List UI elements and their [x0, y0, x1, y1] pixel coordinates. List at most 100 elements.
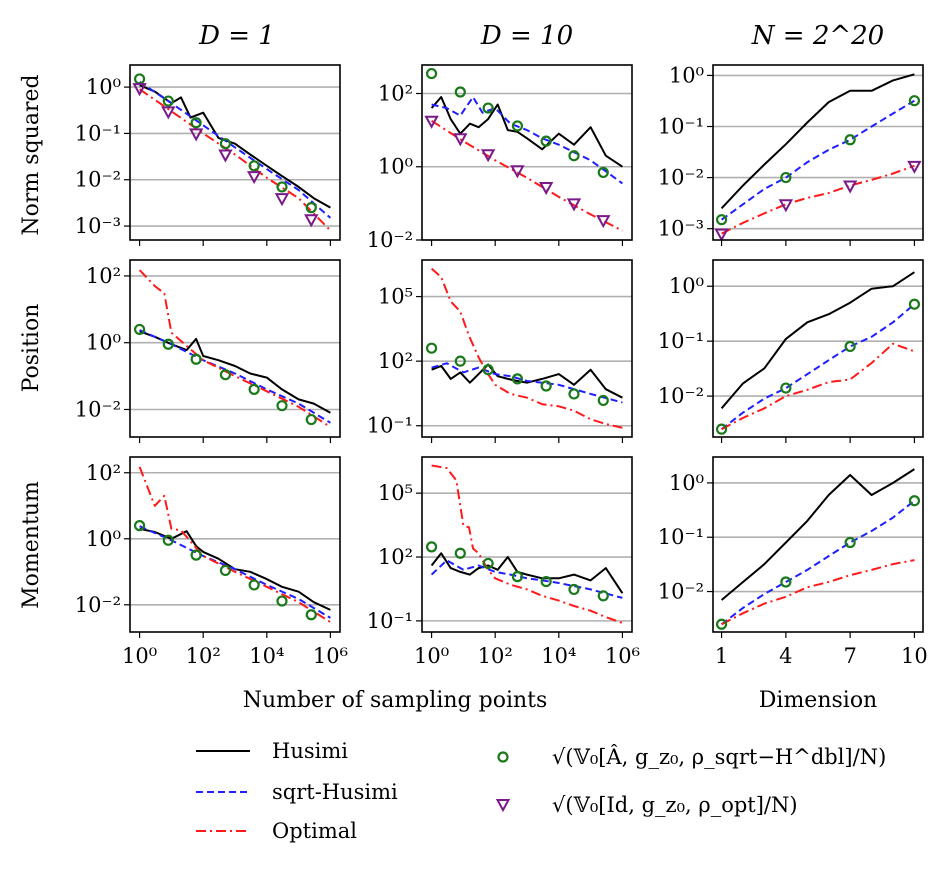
marker-circle: [568, 388, 580, 400]
legend-label-variance-sqrt-h: √(𝕍₀[Â, g_z₀, ρ_sqrt−H^dbl]/N): [552, 745, 886, 769]
series-line-sqrt-husimi: [430, 559, 623, 599]
marker-circle: [540, 135, 552, 147]
panel-position-d-10: 10⁻¹ 10² 10⁵: [367, 259, 633, 443]
marker-circle: [219, 369, 232, 381]
y-tick-label: 10⁰: [669, 274, 704, 298]
y-tick-label: 10⁰: [669, 63, 704, 87]
marker-circle: [715, 214, 728, 226]
marker-circle: [276, 181, 288, 193]
marker-circle: [908, 298, 921, 310]
series-line-sqrt-husimi: [431, 96, 623, 185]
marker-circle: [568, 150, 580, 162]
x-tick-label: 4: [779, 644, 792, 668]
series-line-optimal: [139, 88, 332, 232]
axes-frame: [712, 64, 924, 241]
series-line-sqrt-husimi: [431, 362, 623, 404]
marker-circle: [248, 160, 260, 172]
marker-circle: [511, 571, 524, 583]
panel-position-d-1: 10⁻² 10⁰ 10²: [75, 259, 341, 443]
axes-frame: [712, 456, 924, 633]
marker-circle: [597, 590, 609, 602]
x-tick-label: 10²: [186, 644, 221, 668]
y-tick-label: 10²: [378, 545, 413, 569]
marker-triangle: [538, 181, 554, 196]
marker-triangle: [480, 149, 496, 163]
column-title-2: D = 10: [480, 21, 573, 51]
series-line-husimi: [139, 527, 331, 611]
axes-frame: [712, 259, 924, 438]
y-tick-label: 10⁻¹: [75, 121, 121, 145]
series-line-sqrt-husimi: [720, 303, 916, 430]
plot-area: [720, 73, 915, 235]
y-tick-label: 10⁰: [669, 471, 704, 495]
marker-circle: [162, 338, 174, 350]
x-axis-label-sampling: Number of sampling points: [243, 688, 548, 713]
marker-circle: [305, 609, 317, 621]
marker-circle: [780, 382, 792, 394]
panel-momentum-n-2-20: 10⁻² 10⁻¹ 10⁰ 1 4 7 10: [658, 456, 928, 668]
plot-area: [720, 271, 916, 431]
marker-triangle: [453, 133, 468, 147]
y-tick-label: 10⁰: [86, 75, 121, 99]
marker-circle: [844, 340, 856, 353]
legend-label-variance-opt: √(𝕍₀[Id, g_z₀, ρ_opt]/N): [552, 793, 798, 817]
marker-circle: [908, 495, 921, 507]
panels: 10⁻³10⁻²10⁻¹10⁰10⁻²10⁰10²10⁻³10⁻²10⁻¹10⁰…: [75, 63, 928, 668]
marker-triangle: [596, 215, 611, 229]
axes-frame: [129, 259, 341, 438]
marker-triangle: [246, 171, 262, 185]
marker-circle: [597, 166, 609, 179]
marker-circle: [568, 583, 580, 596]
marker-circle: [482, 364, 494, 376]
panel-norm-squared-n-2-20: 10⁻³ 10⁻² 10⁻¹ 10⁰: [658, 63, 924, 246]
axes-frame: [421, 456, 633, 633]
x-tick-label: 7: [843, 644, 856, 668]
x-tick-label: 10⁴: [249, 644, 284, 668]
marker-triangle: [714, 228, 729, 242]
row-label-momentum: Momentum: [19, 481, 44, 609]
marker-circle: [511, 120, 524, 132]
plot-area: [430, 464, 624, 624]
legend-label-husimi: Husimi: [272, 739, 348, 763]
x-tick-label: 10⁴: [541, 644, 576, 668]
marker-circle: [305, 202, 317, 214]
plot-area: [430, 267, 623, 429]
marker-circle: [276, 400, 288, 412]
marker-circle: [454, 86, 466, 98]
y-tick-label: 10⁰: [86, 331, 121, 355]
plot-area: [720, 468, 916, 626]
marker-circle: [908, 95, 921, 107]
marker-triangle: [304, 214, 319, 228]
series-line-husimi: [430, 96, 623, 168]
series-line-husimi: [431, 363, 623, 399]
plot-area: [138, 269, 331, 428]
panel-momentum-d-1: 10⁻² 10⁰ 10² 10⁰ 10² 10⁴ 10⁶: [75, 456, 348, 668]
series-line-sqrt-husimi: [139, 80, 332, 219]
series-line-sqrt-husimi: [721, 99, 915, 221]
x-tick-label: 10⁰: [414, 644, 449, 668]
marker-triangle: [907, 160, 922, 174]
y-tick-label: 10⁻²: [75, 168, 121, 192]
series-line-sqrt-husimi: [139, 329, 331, 424]
marker-circle: [597, 394, 609, 407]
series-line-husimi: [720, 73, 915, 209]
series-line-husimi: [720, 271, 915, 409]
marker-circle: [276, 595, 288, 607]
marker-circle: [190, 353, 202, 365]
y-tick-label: 10⁻¹: [658, 329, 704, 353]
y-tick-label: 10⁰: [86, 527, 121, 551]
marker-circle: [715, 618, 728, 630]
marker-triangle: [510, 165, 525, 179]
panel-norm-squared-d-10: 10⁻² 10⁰ 10²: [367, 64, 633, 252]
y-tick-label: 10⁻²: [75, 397, 121, 421]
marker-circle: [219, 138, 232, 150]
y-tick-label: 10⁻²: [75, 593, 121, 617]
series-line-optimal: [721, 164, 915, 235]
x-tick-label: 10⁶: [605, 644, 640, 668]
marker-circle: [190, 117, 202, 129]
series-line-optimal: [431, 119, 623, 232]
axes-frame: [129, 456, 341, 633]
y-tick-label: 10⁻¹: [658, 525, 704, 549]
y-tick-label: 10⁻²: [367, 228, 413, 252]
